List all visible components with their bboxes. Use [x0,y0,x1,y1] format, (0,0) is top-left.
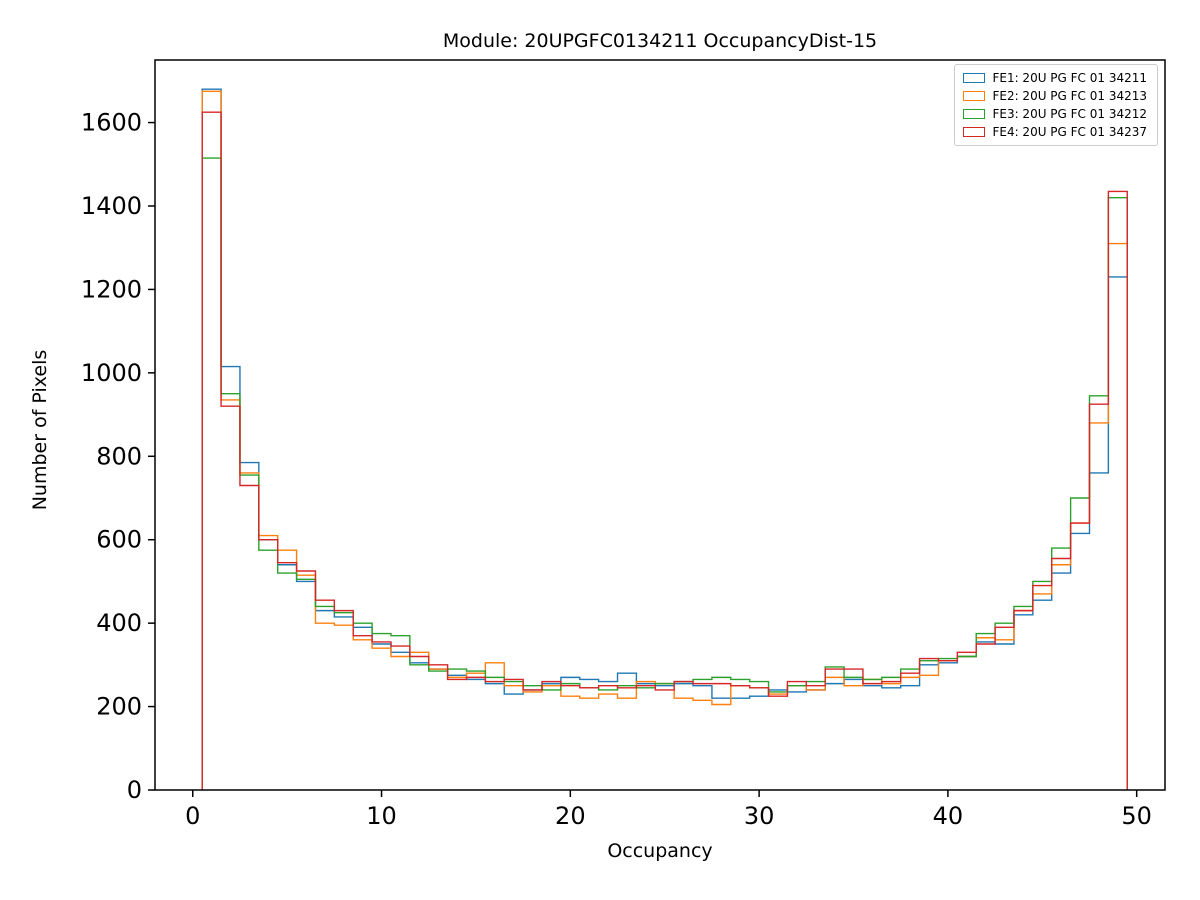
x-tick-label: 20 [555,802,586,830]
x-tick-label: 50 [1121,802,1152,830]
y-tick-label: 1000 [81,359,142,387]
x-tick-label: 40 [933,802,964,830]
legend: FE1: 20U PG FC 01 34211 FE2: 20U PG FC 01… [954,64,1158,146]
legend-swatch-icon [963,73,986,83]
legend-label: FE1: 20U PG FC 01 34211 [992,71,1147,85]
y-tick-label: 400 [96,609,142,637]
legend-label: FE3: 20U PG FC 01 34212 [992,107,1147,121]
y-tick-label: 200 [96,693,142,721]
series-line-1 [201,88,1128,790]
x-axis-label: Occupancy [607,840,713,862]
y-tick-label: 800 [96,442,142,470]
legend-item-4: FE4: 20U PG FC 01 34237 [963,125,1147,139]
series-line-3 [201,157,1128,790]
legend-label: FE2: 20U PG FC 01 34213 [992,89,1147,103]
y-tick-label: 600 [96,526,142,554]
chart-title: Module: 20UPGFC0134211 OccupancyDist-15 [442,30,878,52]
y-tick-label: 0 [127,776,142,804]
y-tick-label: 1400 [81,192,142,220]
legend-item-3: FE3: 20U PG FC 01 34212 [963,107,1147,121]
y-axis-label: Number of Pixels [29,349,51,511]
legend-swatch-icon [963,91,986,101]
legend-label: FE4: 20U PG FC 01 34237 [992,125,1147,139]
y-tick-label: 1200 [81,275,142,303]
axes-frame [154,59,1166,791]
legend-item-1: FE1: 20U PG FC 01 34211 [963,71,1147,85]
x-tick-label: 30 [744,802,775,830]
x-tick-label: 0 [185,802,200,830]
legend-swatch-icon [963,109,986,119]
x-tick-label: 10 [366,802,397,830]
legend-item-2: FE2: 20U PG FC 01 34213 [963,89,1147,103]
legend-swatch-icon [963,127,986,137]
y-tick-label: 1600 [81,109,142,137]
series-line-4 [201,111,1128,790]
